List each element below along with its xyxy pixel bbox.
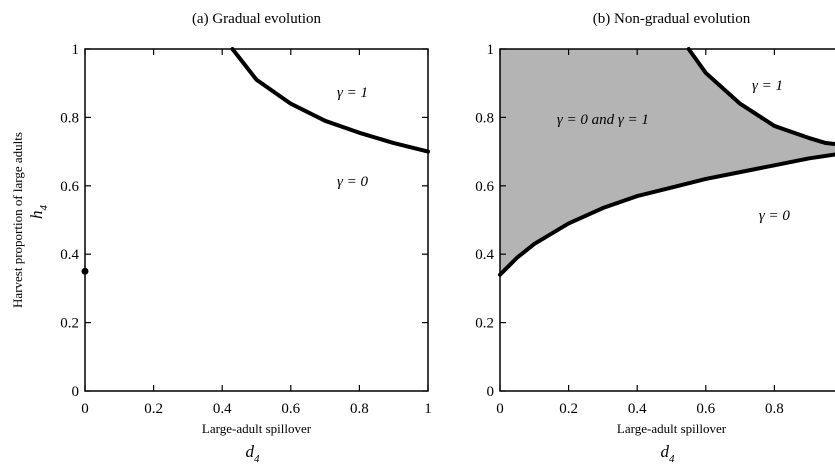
panel-b-y-tick-label: 0.4 [475,247,494,263]
panel-a-y-tick-label: 0.6 [60,179,79,195]
panel-a-x-axis-label: Large-adult spillover [202,421,312,436]
panel-a-x-axis-variable: d4 [246,442,261,465]
panel-b-x-tick-label: 0.4 [628,401,647,417]
panel-a-boundary-curve-1 [230,47,430,154]
panel-a-y-tick-label: 1 [72,42,80,58]
panel-b-boundary-curve-2 [498,152,835,277]
panel-a-y-tick-label: 0.4 [60,247,79,263]
panel-b-region-label: γ = 1 [752,78,783,94]
panel-b-region-label: γ = 0 [759,208,791,224]
panel-a-y-tick-label: 0.8 [60,110,79,126]
panel-b-x-axis-variable: d4 [661,442,676,465]
panel-b-x-tick-label: 0.2 [559,401,578,417]
panel-b-y-tick-label: 0 [487,384,495,400]
panel-b-y-tick-label: 0.6 [475,179,494,195]
panel-a-x-tick-label: 0.2 [144,401,163,417]
panel-a-x-tick-label: 0.6 [281,401,300,417]
panel-a-region-label: γ = 1 [337,85,368,101]
panel-a: 0 0.2 0.4 0.6 0.8 100.20.40.60.81 γ = 1γ = 0 … [10,11,432,465]
panel-b-x-tick-label: 0 [496,401,504,417]
panel-b-title: (b) Non-gradual evolution [593,11,751,27]
panel-b-shaded-region [500,49,835,275]
panel-b: 0 0.2 0.4 0.6 0.8 0 0.2 0.4 0.6 0.8 1 γ = 1 γ = 0 a… [475,11,835,465]
panel-a-y-axis-label: Harvest proportion of large adults [10,132,25,308]
panel-a-y-tick-label: 0 [72,384,80,400]
panel-b-x-tick-label: 0.8 [765,401,784,417]
panel-b-x-tick-label: 0.6 [696,401,715,417]
panel-a-x-tick-label: 0 [81,401,89,417]
panel-a-region-label: γ = 0 [337,174,369,190]
panel-a-y-axis-variable: h4 [27,205,50,220]
panel-b-region-label: γ = 0 and γ = 1 [557,112,649,128]
panel-a-x-tick-label: 0.4 [213,401,232,417]
panel-a-plot-frame [84,48,429,392]
panel-b-plot-frame [499,48,835,392]
panel-a-title: (a) Gradual evolution [192,11,322,27]
panel-b-boundary-curve-1 [686,47,835,146]
panel-a-y-tick-label: 0.2 [60,316,79,332]
panel-a-x-tick-label: 0.8 [350,401,369,417]
panel-b-y-tick-label: 0.2 [475,316,494,332]
panel-a-x-tick-label: 1 [424,401,432,417]
panel-b-x-axis-label: Large-adult spillover [617,421,727,436]
panel-b-y-tick-label: 1 [487,42,495,58]
panel-b-y-tick-label: 0.8 [475,110,494,126]
